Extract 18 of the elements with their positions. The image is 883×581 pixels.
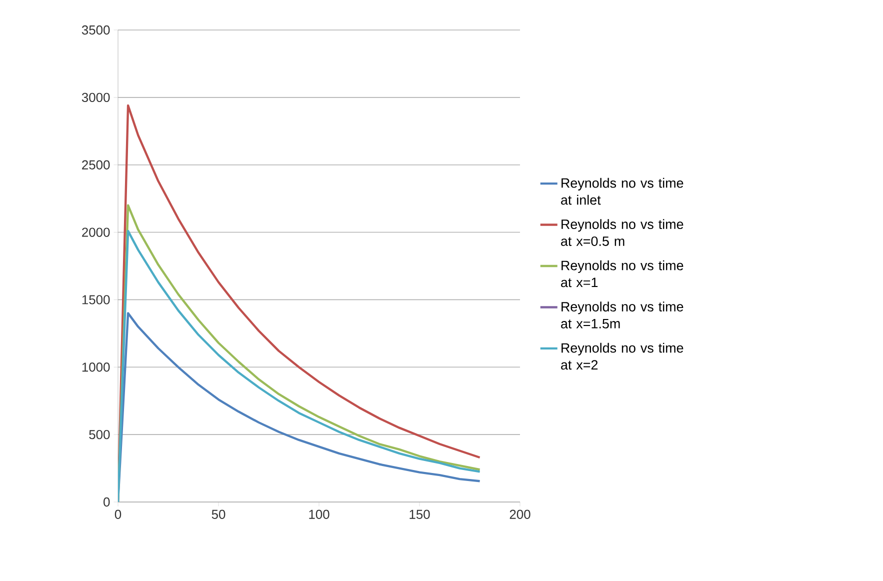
y-tick-label: 3500 [82, 25, 110, 35]
legend-label: Reynolds no vs time at x=1 [561, 260, 684, 288]
y-tick-label: 3000 [82, 92, 110, 102]
y-tick-label: 0 [104, 497, 110, 507]
y-tick-label: 1500 [82, 295, 110, 304]
y-tick-label: 2500 [82, 160, 110, 170]
legend-label: Reynolds no vs time at x=2 [561, 342, 684, 370]
legend-label: Reynolds no vs time at x=1.5m [561, 302, 684, 328]
x-tick-label: 0 [114, 510, 122, 519]
x-tick-label: 100 [309, 510, 330, 519]
y-tick-label: 500 [89, 430, 110, 440]
x-tick-label: 200 [510, 510, 530, 519]
x-tick-label: 50 [212, 510, 226, 519]
y-tick-label: 2000 [82, 228, 110, 237]
legend-label: Reynolds no vs time at inlet [561, 178, 684, 205]
y-tick-label: 1000 [82, 362, 110, 372]
x-tick-label: 150 [410, 510, 430, 519]
legend-label: Reynolds no vs time at x=0.5 m [561, 219, 684, 246]
